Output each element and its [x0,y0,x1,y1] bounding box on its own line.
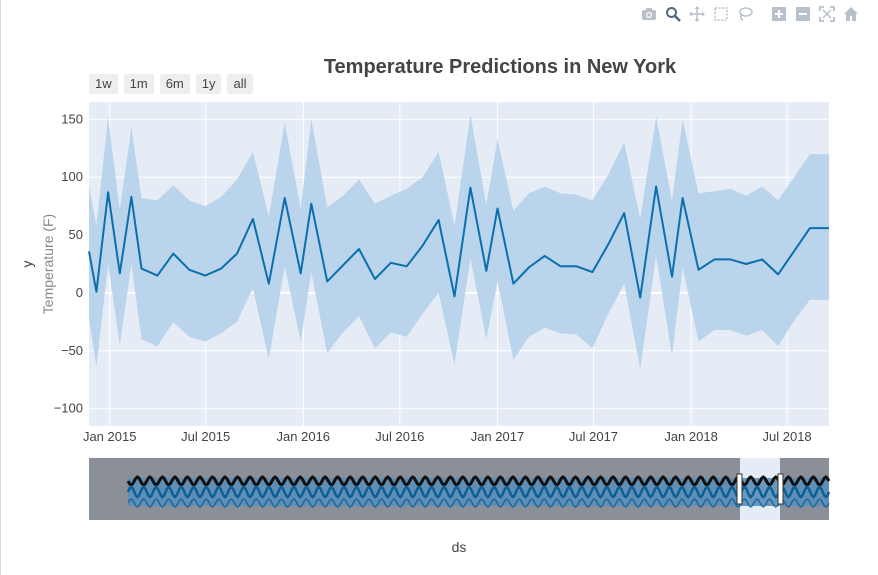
y-tick-label: 0 [76,285,83,300]
modebar [640,5,866,23]
autoscale-icon[interactable] [818,5,836,23]
y-tick-label: 100 [61,169,83,184]
x-tick-label: Jan 2018 [664,429,718,444]
x-axis-ticks: Jan 2015 Jul 2015 Jan 2016 Jul 2016 Jan 2017… [83,429,812,444]
prediction-line [88,185,829,299]
range-button-1w[interactable]: 1w [89,74,118,94]
y-axis-title: y [19,261,35,268]
box-select-icon[interactable] [712,5,730,23]
range-slider-left-handle[interactable] [736,473,743,505]
x-axis-title: ds [452,539,467,555]
y-tick-label: 50 [69,227,83,242]
y-axis-ticks: 150 100 50 0 −50 −100 [54,111,83,415]
lasso-icon[interactable] [736,5,754,23]
zoom-icon[interactable] [664,5,682,23]
y-tick-label: −50 [61,343,83,358]
x-tick-label: Jul 2018 [763,429,812,444]
y-axis-subtitle: Temperature (F) [40,214,56,314]
zoom-in-icon[interactable] [770,5,788,23]
left-border [0,0,1,575]
confidence-band [89,114,829,370]
range-preview-line [126,485,831,499]
range-preview-observed [126,475,831,487]
home-icon[interactable] [842,5,860,23]
range-slider-right-handle[interactable] [777,473,784,505]
range-selector: 1w 1m 6m 1y all [89,74,259,94]
range-button-all[interactable]: all [227,74,253,94]
range-slider[interactable] [89,458,831,520]
y-tick-label: −100 [54,401,83,416]
x-tick-label: Jan 2015 [83,429,137,444]
camera-icon[interactable] [640,5,658,23]
range-button-1m[interactable]: 1m [123,74,154,94]
chart-title: Temperature Predictions in New York [323,56,677,78]
range-button-6m[interactable]: 6m [159,74,190,94]
x-tick-label: Jul 2015 [181,429,230,444]
pan-icon[interactable] [688,5,706,23]
y-tick-label: 150 [61,111,83,126]
range-preview-lower [127,498,830,508]
range-slider-preview [126,475,831,508]
prediction-series-line [88,185,829,299]
zoom-out-icon[interactable] [794,5,812,23]
confidence-band-area [89,114,829,370]
x-tick-label: Jul 2017 [569,429,618,444]
x-tick-label: Jan 2016 [277,429,331,444]
x-tick-label: Jul 2016 [375,429,424,444]
x-tick-label: Jan 2017 [471,429,525,444]
range-button-1y[interactable]: 1y [195,74,222,94]
